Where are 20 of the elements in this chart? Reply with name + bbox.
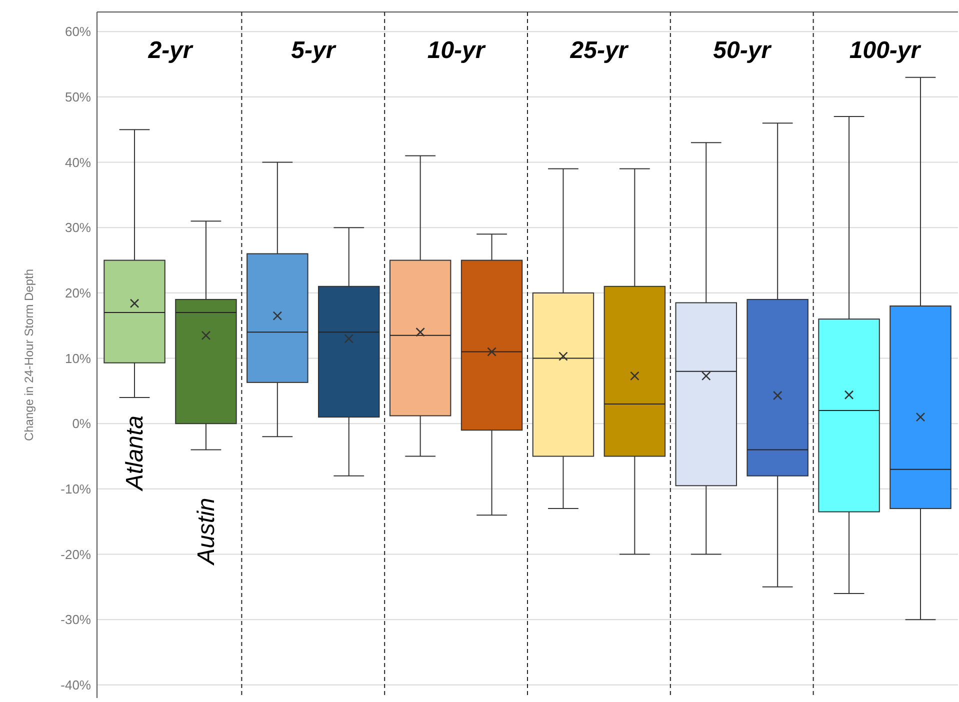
y-tick-label: 50% bbox=[64, 89, 92, 104]
y-tick-label: 20% bbox=[64, 285, 92, 300]
annotation: 25-yr bbox=[569, 37, 630, 64]
y-tick-label: 10% bbox=[64, 350, 92, 366]
annotation: Atlanta bbox=[122, 415, 149, 492]
y-tick-label: 40% bbox=[64, 154, 92, 170]
annotation: 2-yr bbox=[147, 37, 194, 64]
annotation: 10-yr bbox=[427, 37, 486, 64]
y-tick-label: -10% bbox=[60, 481, 92, 496]
y-tick-label: 0% bbox=[72, 416, 92, 432]
y-tick-label: 30% bbox=[64, 220, 92, 236]
annotation: 5-yr bbox=[291, 37, 337, 64]
annotation: Austin bbox=[192, 498, 220, 566]
y-tick-label: 60% bbox=[64, 24, 92, 40]
annotation: 100-yr bbox=[849, 37, 922, 64]
y-tick-label: -30% bbox=[60, 612, 92, 628]
annotation: 50-yr bbox=[713, 37, 772, 64]
y-axis-title: Change in 24-Hour Storm Depth bbox=[22, 268, 36, 442]
y-tick-label: -40% bbox=[60, 677, 92, 692]
y-tick-label: -20% bbox=[60, 546, 92, 562]
